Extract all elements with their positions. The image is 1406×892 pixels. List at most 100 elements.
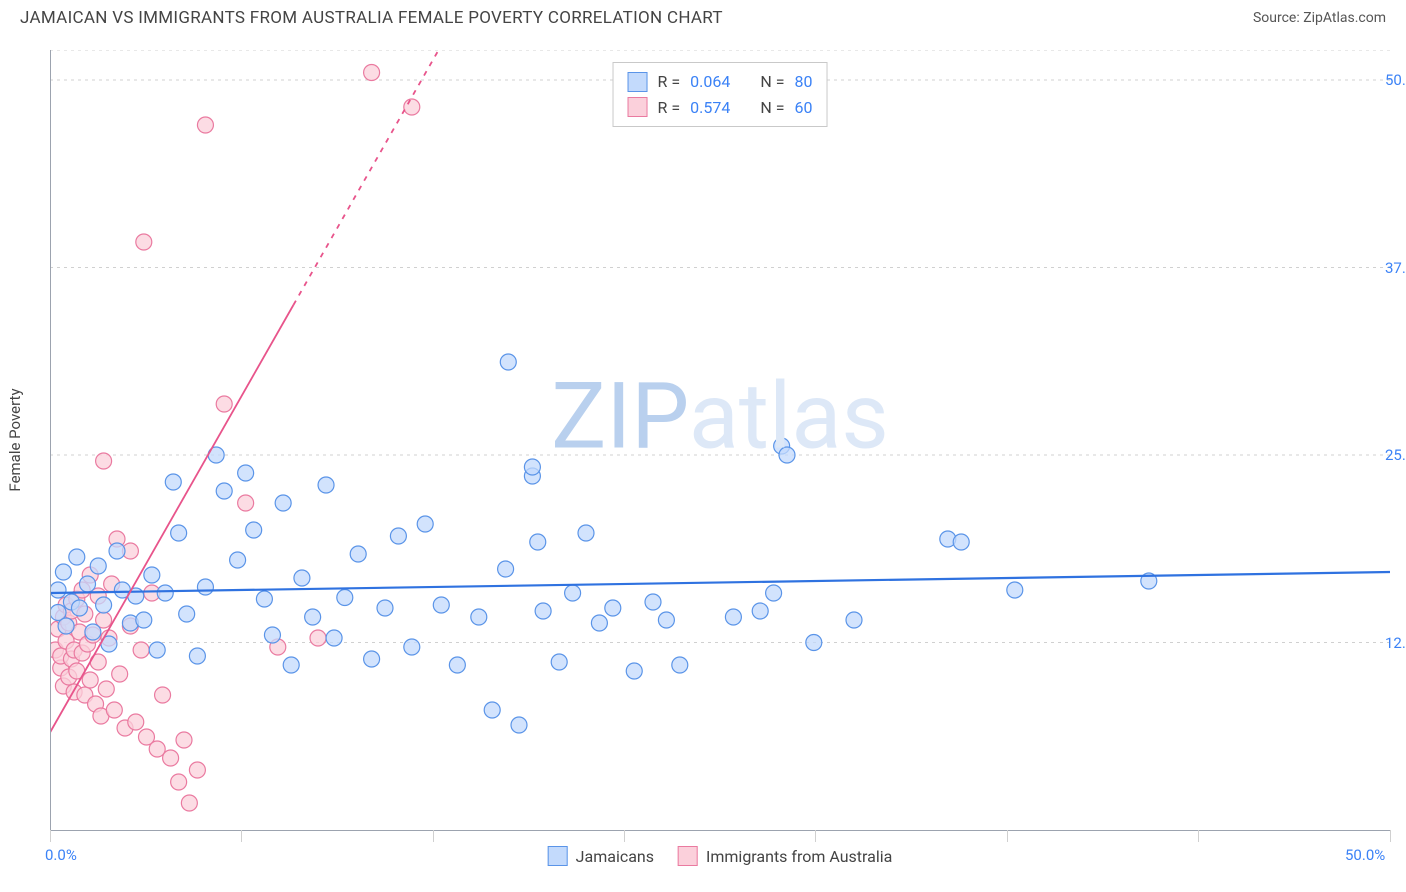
- chart-header: JAMAICAN VS IMMIGRANTS FROM AUSTRALIA FE…: [0, 0, 1406, 36]
- x-tick-mark: [241, 830, 242, 842]
- legend-swatch-1: [628, 72, 648, 92]
- data-point: [197, 117, 213, 133]
- data-point: [144, 567, 160, 583]
- legend-n-label-2: N =: [760, 95, 784, 121]
- data-point: [176, 732, 192, 748]
- x-tick-mark: [1007, 830, 1008, 842]
- data-point: [112, 666, 128, 682]
- data-point: [524, 459, 540, 475]
- data-point: [58, 618, 74, 634]
- chart-area: Female Poverty ZIPatlas 12.5%25.0%37.5%5…: [50, 50, 1390, 830]
- data-point: [578, 525, 594, 541]
- data-point: [157, 585, 173, 601]
- x-tick-mark: [1390, 830, 1391, 842]
- data-point: [318, 477, 334, 493]
- data-point: [672, 657, 688, 673]
- data-point: [230, 552, 246, 568]
- data-point: [565, 585, 581, 601]
- data-point: [530, 534, 546, 550]
- legend-stats-row-2: R = 0.574 N = 60: [628, 95, 813, 121]
- y-tick-label: 50.0%: [1385, 71, 1406, 89]
- data-point: [390, 528, 406, 544]
- x-tick-label: 0.0%: [45, 846, 77, 864]
- data-point: [264, 627, 280, 643]
- x-tick-label: 50.0%: [1345, 846, 1385, 864]
- data-point: [449, 657, 465, 673]
- data-point: [128, 714, 144, 730]
- data-point: [216, 483, 232, 499]
- data-point: [189, 762, 205, 778]
- chart-source: Source: ZipAtlas.com: [1253, 10, 1386, 26]
- data-point: [953, 534, 969, 550]
- legend-series-label-2: Immigrants from Australia: [706, 847, 892, 866]
- data-point: [238, 495, 254, 511]
- data-point: [591, 615, 607, 631]
- data-point: [171, 774, 187, 790]
- x-tick-mark: [815, 830, 816, 842]
- data-point: [377, 600, 393, 616]
- data-point: [350, 546, 366, 562]
- data-point: [90, 558, 106, 574]
- y-tick-label: 25.0%: [1385, 446, 1406, 464]
- data-point: [806, 635, 822, 651]
- data-point: [136, 612, 152, 628]
- x-tick-mark: [624, 830, 625, 842]
- y-axis-line: [50, 50, 51, 830]
- data-point: [766, 585, 782, 601]
- legend-r-value-1: 0.064: [690, 69, 730, 95]
- data-point: [246, 522, 262, 538]
- regression-line-dashed: [293, 50, 438, 305]
- chart-title: JAMAICAN VS IMMIGRANTS FROM AUSTRALIA FE…: [20, 8, 723, 28]
- data-point: [275, 495, 291, 511]
- data-point: [256, 591, 272, 607]
- data-point: [85, 624, 101, 640]
- data-point: [133, 642, 149, 658]
- data-point: [69, 549, 85, 565]
- data-point: [725, 609, 741, 625]
- data-point: [82, 672, 98, 688]
- data-point: [149, 642, 165, 658]
- data-point: [98, 681, 114, 697]
- data-point: [404, 99, 420, 115]
- data-point: [163, 750, 179, 766]
- data-point: [535, 603, 551, 619]
- data-point: [471, 609, 487, 625]
- data-point: [779, 447, 795, 463]
- legend-r-value-2: 0.574: [690, 95, 730, 121]
- data-point: [337, 590, 353, 606]
- data-point: [96, 597, 112, 613]
- data-point: [1007, 582, 1023, 598]
- data-point: [238, 465, 254, 481]
- data-point: [551, 654, 567, 670]
- legend-series-label-1: Jamaicans: [576, 847, 654, 866]
- data-point: [626, 663, 642, 679]
- data-point: [364, 65, 380, 81]
- data-point: [106, 702, 122, 718]
- regression-line: [50, 305, 293, 733]
- data-point: [417, 516, 433, 532]
- data-point: [109, 543, 125, 559]
- data-point: [294, 570, 310, 586]
- legend-stats-row-1: R = 0.064 N = 80: [628, 69, 813, 95]
- scatter-plot: [50, 50, 1390, 830]
- data-point: [498, 561, 514, 577]
- x-tick-mark: [1198, 830, 1199, 842]
- data-point: [189, 648, 205, 664]
- data-point: [658, 612, 674, 628]
- x-tick-mark: [433, 830, 434, 842]
- data-point: [605, 600, 621, 616]
- legend-r-label-2: R =: [658, 95, 681, 121]
- data-point: [80, 576, 96, 592]
- data-point: [55, 564, 71, 580]
- data-point: [197, 579, 213, 595]
- y-tick-label: 37.5%: [1385, 259, 1406, 277]
- legend-n-label-1: N =: [760, 69, 784, 95]
- data-point: [511, 717, 527, 733]
- data-point: [165, 474, 181, 490]
- legend-series-item-2: Immigrants from Australia: [678, 846, 892, 866]
- data-point: [50, 582, 66, 598]
- data-point: [752, 603, 768, 619]
- legend-stats: R = 0.064 N = 80 R = 0.574 N = 60: [613, 62, 828, 127]
- data-point: [433, 597, 449, 613]
- x-axis-line: [50, 830, 1390, 831]
